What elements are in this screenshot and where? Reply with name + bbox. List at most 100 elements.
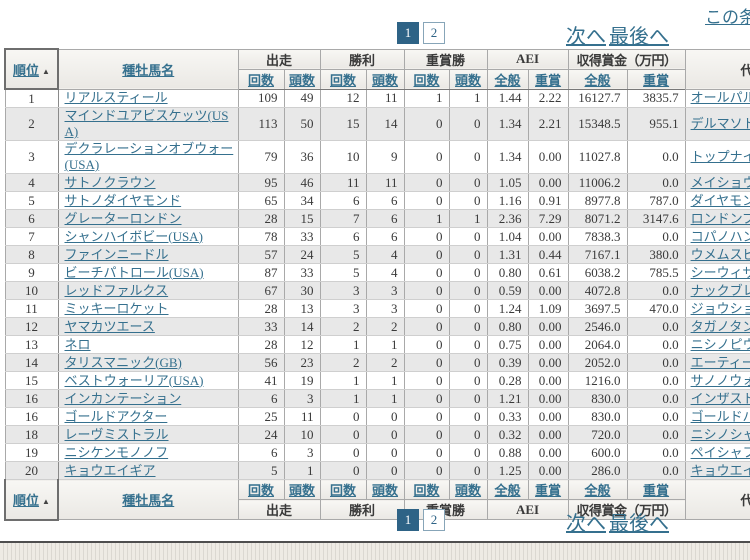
stat-cell: 0: [403, 281, 450, 300]
sire-name-link[interactable]: キョウエイギア: [64, 462, 156, 478]
sire-name-link[interactable]: サトノダイヤモンド: [64, 192, 182, 208]
stat-cell: 11: [283, 407, 321, 426]
stat-cell: 1.04: [486, 227, 529, 246]
prize-all-sort-link-bottom[interactable]: 全般: [584, 483, 611, 498]
stat-cell: 1.25: [486, 461, 529, 480]
stat-cell: 0: [403, 227, 450, 246]
rep-horse-link[interactable]: ジョウショー: [690, 300, 750, 316]
aei-graded-footer: 重賞: [527, 479, 569, 500]
rep-horse-link[interactable]: オールパルフェ: [690, 90, 750, 106]
sire-name-sort-link[interactable]: 種牡馬名: [122, 62, 175, 78]
next-page-link-bottom[interactable]: 次へ: [566, 513, 606, 535]
table-row: 15 ベストウォーリア(USA) 41 19 1 1 0 0 0.28 0.00 1216.0 0.0…: [4, 371, 750, 390]
aei-graded-sort-link-bottom[interactable]: 重賞: [535, 483, 562, 498]
aei-all-sort-link[interactable]: 全般: [494, 72, 521, 88]
wins-group-footer: 勝利: [319, 499, 405, 520]
wins-horses-sort-link[interactable]: 頭数: [372, 72, 399, 88]
sire-name-link[interactable]: ニシケンモノノフ: [64, 444, 169, 460]
sire-name-link[interactable]: レッドファルクス: [64, 282, 169, 298]
wins-runs-sort-link-bottom[interactable]: 回数: [330, 483, 357, 498]
last-page-link-bottom[interactable]: 最後へ: [609, 513, 669, 535]
rep-horse-link[interactable]: インザストー: [690, 390, 750, 406]
sire-name-link[interactable]: デクラレーションオブウォー(USA): [64, 141, 234, 173]
stat-cell: 6: [319, 227, 367, 246]
rank-cell: 12: [4, 317, 59, 336]
stat-cell: 0: [448, 299, 488, 318]
sire-name-link[interactable]: ヤマカツエース: [64, 318, 155, 334]
prize-all-sort-link[interactable]: 全般: [584, 72, 611, 88]
sire-name-link[interactable]: マインドユアビスケッツ(USA): [64, 108, 229, 140]
rep-horse-link[interactable]: ダイヤモンドハ: [690, 192, 750, 208]
starts-horses-sort-link[interactable]: 頭数: [289, 72, 316, 88]
sire-name-link[interactable]: サトノクラウン: [64, 174, 156, 190]
stat-cell: 0: [403, 140, 450, 174]
rep-horse-link[interactable]: サノノウォー: [690, 372, 750, 388]
wins-runs-sort-link[interactable]: 回数: [330, 72, 357, 88]
rank-sort-link[interactable]: 順位: [13, 62, 40, 78]
sire-name-link[interactable]: ビーチパトロール(USA): [64, 264, 204, 280]
sire-name-link[interactable]: タリスマニック(GB): [64, 354, 182, 370]
sire-name-link[interactable]: ネロ: [64, 336, 91, 352]
starts-runs-sort-link-bottom[interactable]: 回数: [247, 483, 274, 498]
sire-name-link[interactable]: グレーターロンドン: [64, 210, 182, 226]
sire-name-link[interactable]: リアルスティール: [64, 90, 168, 106]
sire-name-cell: マインドユアビスケッツ(USA): [57, 107, 239, 141]
page-2-link-bottom[interactable]: 2: [423, 509, 445, 531]
rep-horse-link[interactable]: メイショウコ: [690, 174, 750, 190]
prize-graded-sort-link-bottom[interactable]: 重賞: [643, 483, 670, 498]
sire-name-sort-link-bottom[interactable]: 種牡馬名: [122, 493, 175, 508]
graded-horses-sort-link[interactable]: 頭数: [455, 72, 482, 88]
starts-horses-sort-link-bottom[interactable]: 頭数: [289, 483, 316, 498]
rep-horse-link[interactable]: ニシノシャイ: [690, 426, 750, 442]
graded-horses-sort-link-bottom[interactable]: 頭数: [455, 483, 482, 498]
stat-cell: 41: [237, 371, 285, 390]
wins-horses-sort-link-bottom[interactable]: 頭数: [372, 483, 399, 498]
stat-cell: 28: [237, 299, 285, 318]
wins-runs-header: 回数: [319, 68, 367, 90]
last-page-link[interactable]: 最後へ: [609, 26, 669, 48]
table-row: 4 サトノクラウン 95 46 11 11 0 0 1.05 0.00 11006.2 0.0 メイショ…: [4, 173, 750, 192]
stat-cell: 0: [403, 353, 450, 372]
stat-cell: 0.0: [626, 140, 686, 174]
rep-horse-link[interactable]: シーウィザー: [690, 264, 750, 280]
rep-horse-link[interactable]: ウメムスビ: [690, 246, 750, 262]
stat-cell: 28: [237, 209, 285, 228]
rank-sort-link-bottom[interactable]: 順位: [13, 492, 40, 508]
graded-runs-sort-link[interactable]: 回数: [413, 72, 440, 88]
next-page-link[interactable]: 次へ: [566, 26, 606, 48]
rep-horse-link[interactable]: エーティース: [690, 354, 750, 370]
sire-name-link[interactable]: レーヴミストラル: [64, 426, 169, 442]
rep-horse-link[interactable]: キョウエイル: [690, 462, 750, 478]
stat-cell: 6: [365, 227, 405, 246]
sire-name-link[interactable]: ゴールドアクター: [64, 408, 168, 424]
sire-name-link[interactable]: ファインニードル: [64, 246, 169, 262]
rep-horse-link[interactable]: ゴールドバラ: [690, 408, 750, 424]
rep-horse-link[interactable]: デルマソトガケ: [690, 116, 750, 131]
page-2-link[interactable]: 2: [423, 22, 445, 44]
rep-horse-link[interactable]: ナックブレイ: [690, 282, 750, 298]
rep-horse-link[interactable]: ペイシャフラ: [690, 444, 750, 460]
rep-horse-link[interactable]: ニシノピウモ: [690, 336, 750, 352]
stat-cell: 11027.8: [567, 140, 628, 174]
graded-runs-sort-link-bottom[interactable]: 回数: [413, 483, 440, 498]
aei-graded-sort-link[interactable]: 重賞: [535, 72, 562, 88]
aei-all-footer: 全般: [486, 479, 529, 500]
sire-name-link[interactable]: ミッキーロケット: [64, 300, 169, 316]
stat-cell: 3: [283, 443, 321, 462]
starts-group-footer: 出走: [237, 499, 321, 520]
rep-horse-link[interactable]: ロンドンプラン: [690, 210, 750, 226]
stat-cell: 0: [403, 317, 450, 336]
sire-name-link[interactable]: インカンテーション: [64, 390, 182, 406]
starts-runs-sort-link[interactable]: 回数: [247, 72, 274, 88]
prize-graded-sort-link[interactable]: 重賞: [643, 72, 670, 88]
top-right-link[interactable]: この条: [705, 8, 750, 27]
rep-horse-link[interactable]: タガノタント: [690, 318, 750, 334]
sire-name-link[interactable]: ベストウォーリア(USA): [64, 372, 204, 388]
rep-horse-link[interactable]: トップナイフ: [690, 149, 750, 164]
sire-name-link[interactable]: シャンハイボビー(USA): [64, 228, 203, 244]
stat-cell: 286.0: [567, 461, 628, 480]
page-1-current: 1: [397, 22, 419, 44]
aei-all-sort-link-bottom[interactable]: 全般: [494, 483, 521, 498]
rep-horse-link[interactable]: コパノハンプト: [690, 228, 750, 244]
